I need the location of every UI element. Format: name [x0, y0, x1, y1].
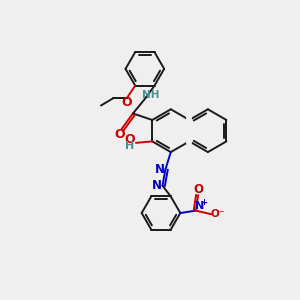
Text: O⁻: O⁻ — [211, 209, 225, 219]
Text: NH: NH — [142, 90, 160, 100]
Text: N: N — [195, 201, 204, 211]
Text: O: O — [121, 96, 132, 109]
Text: H: H — [125, 141, 134, 152]
Text: +: + — [201, 198, 208, 207]
Text: N: N — [152, 179, 162, 192]
Text: O: O — [193, 183, 203, 196]
Text: O: O — [115, 128, 125, 141]
Text: N: N — [155, 163, 165, 176]
Text: O: O — [124, 133, 135, 146]
